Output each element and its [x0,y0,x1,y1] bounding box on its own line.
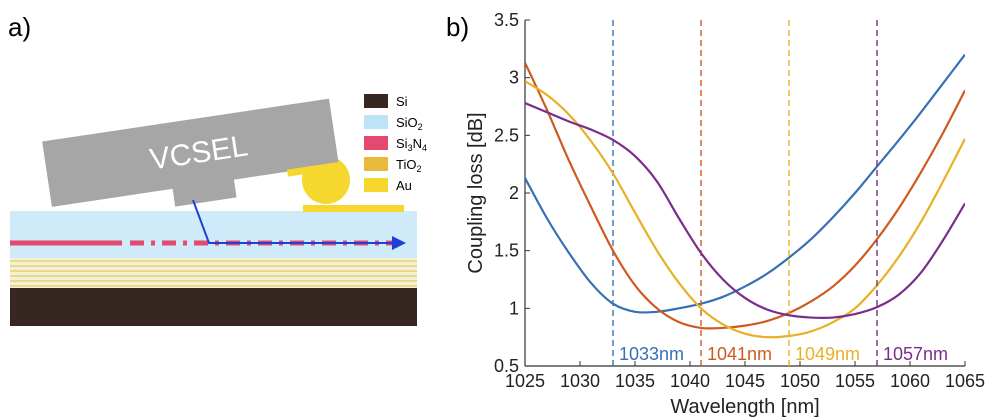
y-tick-label-2: 1.5 [494,241,519,261]
vcsel-aperture [172,177,237,207]
vcsel-contact [287,161,340,177]
x-tick-label-0: 1025 [505,371,545,391]
series-line-1057nm [525,102,965,320]
y-tick-label-4: 2.5 [494,125,519,145]
legend-label-3: TiO2 [396,157,421,174]
x-tick-label-3: 1040 [670,371,710,391]
panel-a-label: a) [8,12,31,42]
y-tick-label-5: 3 [509,68,519,88]
series-line-1033nm [525,53,965,314]
y-tick-label-6: 3.5 [494,10,519,30]
light-path [192,199,392,244]
legend-label-2: Si3N4 [396,136,427,153]
y-tick-label-0: 0.5 [494,356,519,376]
y-axis-label: Coupling loss [dB] [465,112,487,273]
series-line-1041nm [525,62,965,330]
x-tick-label-2: 1035 [615,371,655,391]
legend-swatch-1 [364,115,388,129]
series-label-1057nm: 1057nm [883,344,948,364]
legend-swatch-2 [364,136,388,150]
tio2-stack [10,258,417,288]
series-line-1049nm [525,80,965,339]
au-bond-pad [303,205,404,212]
x-tick-label-8: 1065 [945,371,985,391]
x-axis-label: Wavelength [nm] [670,396,819,418]
light-arrow-head [392,236,406,250]
panel-b-label: b) [446,12,469,42]
x-tick-label-4: 1045 [725,371,765,391]
x-tick-label-7: 1060 [890,371,930,391]
legend-swatch-4 [364,178,388,192]
coupling-loss-chart: 1025 1030 1035 1040 1045 1050 1055 1060 1065 0.5 1… [465,10,985,418]
y-tick-label-3: 2 [509,183,519,203]
x-tick-label-1: 1030 [560,371,600,391]
x-tick-label-5: 1050 [780,371,820,391]
vcsel-body [42,98,339,207]
y-tick-label-1: 1 [509,298,519,318]
panel-b-chart: b) 1025 1030 1035 1040 1045 1050 1055 1060 1065 0… [446,10,985,418]
sio2-cladding [10,211,417,258]
legend-swatch-0 [364,94,388,108]
series-label-1049nm: 1049nm [795,344,860,364]
vcsel-device: VCSEL [42,98,340,207]
si-substrate [10,288,417,326]
legend-label-0: Si [396,94,408,109]
series-label-1033nm: 1033nm [619,344,684,364]
legend-label-1: SiO2 [396,115,423,132]
material-legend: Si SiO2 Si3N4 TiO2 Au [364,94,427,193]
tio2-stack-lines [10,260,417,287]
x-tick-label-6: 1055 [835,371,875,391]
series-label-1041nm: 1041nm [707,344,772,364]
legend-label-4: Au [396,178,412,193]
legend-swatch-3 [364,157,388,171]
